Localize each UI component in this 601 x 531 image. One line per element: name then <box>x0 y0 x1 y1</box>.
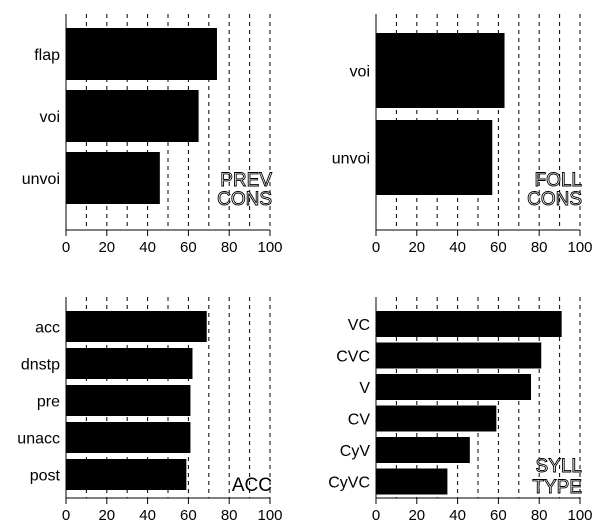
panel-label: CONS <box>527 189 582 210</box>
panel-label: ACC <box>232 475 272 496</box>
x-tick-label: 20 <box>408 507 425 524</box>
bar-v <box>376 374 532 400</box>
x-tick-label: 100 <box>257 507 282 524</box>
bar-cyv <box>376 437 470 463</box>
bar-acc <box>66 311 207 342</box>
category-label: V <box>359 380 370 397</box>
x-tick-label: 60 <box>490 239 507 256</box>
x-tick-label: 20 <box>98 239 115 256</box>
category-label: CVC <box>336 349 370 366</box>
x-tick-label: 40 <box>139 507 156 524</box>
x-tick-label: 60 <box>490 507 507 524</box>
bar-pre <box>66 385 191 416</box>
category-label: pre <box>37 394 60 411</box>
bar-voi <box>376 33 505 108</box>
category-label: unvoi <box>22 171 60 188</box>
bar-cv <box>376 405 497 432</box>
x-tick-label: 80 <box>221 507 238 524</box>
x-tick-label: 0 <box>62 239 70 256</box>
category-label: VC <box>348 317 370 334</box>
x-tick-label: 80 <box>531 507 548 524</box>
category-label: voi <box>350 64 370 81</box>
x-tick-label: 20 <box>98 507 115 524</box>
x-tick-label: 40 <box>449 507 466 524</box>
bar-unvoi <box>66 152 160 204</box>
x-tick-label: 40 <box>449 239 466 256</box>
bar-unvoi <box>376 120 493 195</box>
x-tick-label: 60 <box>180 239 197 256</box>
bar-dnstp <box>66 348 193 379</box>
category-label: unacc <box>17 431 60 448</box>
category-label: unvoi <box>332 151 370 168</box>
panel-label: CONS <box>217 189 272 210</box>
panel-label: SYLL <box>536 456 582 477</box>
bar-cyvc <box>376 468 448 495</box>
bar-cvc <box>376 342 542 369</box>
x-tick-label: 100 <box>257 239 282 256</box>
category-label: voi <box>40 109 60 126</box>
bar-vc <box>376 311 562 337</box>
category-label: dnstp <box>21 357 60 374</box>
panel-label: FOLL <box>534 170 582 191</box>
panel-label: PREV <box>220 170 272 191</box>
chart-panel-3: 0 20 40 60 80 100 acc dnstp pre unacc post ACC <box>17 297 283 524</box>
x-tick-label: 0 <box>372 239 380 256</box>
bar-post <box>66 459 187 490</box>
x-tick-label: 60 <box>180 507 197 524</box>
bar-voi <box>66 90 199 142</box>
bar-unacc <box>66 422 191 453</box>
x-tick-label: 100 <box>567 239 592 256</box>
x-tick-label: 20 <box>408 239 425 256</box>
x-tick-label: 80 <box>221 239 238 256</box>
x-tick-label: 0 <box>372 507 380 524</box>
category-label: post <box>30 468 61 485</box>
category-label: acc <box>35 320 60 337</box>
category-label: CyVC <box>328 475 370 492</box>
x-tick-label: 100 <box>567 507 592 524</box>
category-label: CV <box>348 412 371 429</box>
x-tick-label: 40 <box>139 239 156 256</box>
x-tick-label: 0 <box>62 507 70 524</box>
bar-flap <box>66 28 217 80</box>
panel-label: TYPE <box>532 477 582 498</box>
category-label: flap <box>34 47 60 64</box>
category-label: CyV <box>340 443 371 460</box>
x-tick-label: 80 <box>531 239 548 256</box>
